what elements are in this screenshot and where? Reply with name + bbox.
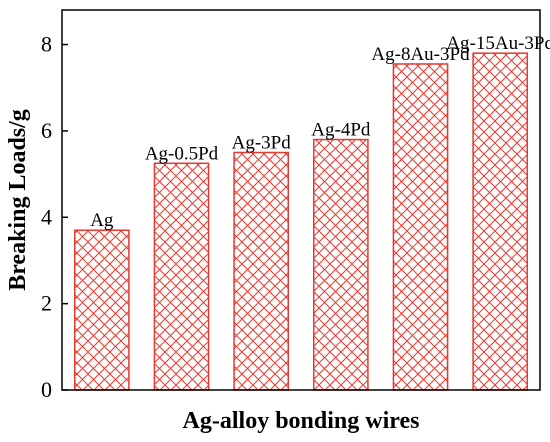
x-axis-title: Ag-alloy bonding wires — [183, 408, 420, 434]
bar-label-3: Ag-4Pd — [311, 120, 371, 141]
bar-label-4: Ag-8Au-3Pd — [371, 44, 470, 65]
plot-frame — [61, 9, 541, 391]
bar-0 — [73, 229, 130, 391]
y-axis-title: Breaking Loads/g — [5, 109, 31, 291]
bar-label-1: Ag-0.5Pd — [145, 143, 219, 164]
y-axis-ticks: 0 2 4 6 8 — [41, 32, 68, 402]
y-tick-label-0: 0 — [41, 377, 52, 402]
y-tick-label-4: 8 — [41, 32, 52, 57]
bar-label-0: Ag — [90, 210, 114, 231]
bar-2 — [233, 151, 290, 391]
bar-label-2: Ag-3Pd — [232, 133, 292, 154]
bar-4 — [392, 63, 449, 391]
y-tick-label-2: 4 — [41, 204, 52, 229]
bar-labels-layer: Ag Ag-0.5Pd Ag-3Pd Ag-4Pd Ag-8Au-3PdAg-15Au-… — [90, 33, 550, 231]
bar-label-5: Ag-15Au-3Pd — [446, 33, 550, 54]
y-tick-label-1: 2 — [41, 291, 52, 316]
y-tick-label-3: 6 — [41, 118, 52, 143]
bars-layer — [73, 52, 529, 391]
bar-3 — [312, 138, 369, 391]
bar-5 — [472, 52, 529, 391]
bar-1 — [153, 162, 210, 391]
